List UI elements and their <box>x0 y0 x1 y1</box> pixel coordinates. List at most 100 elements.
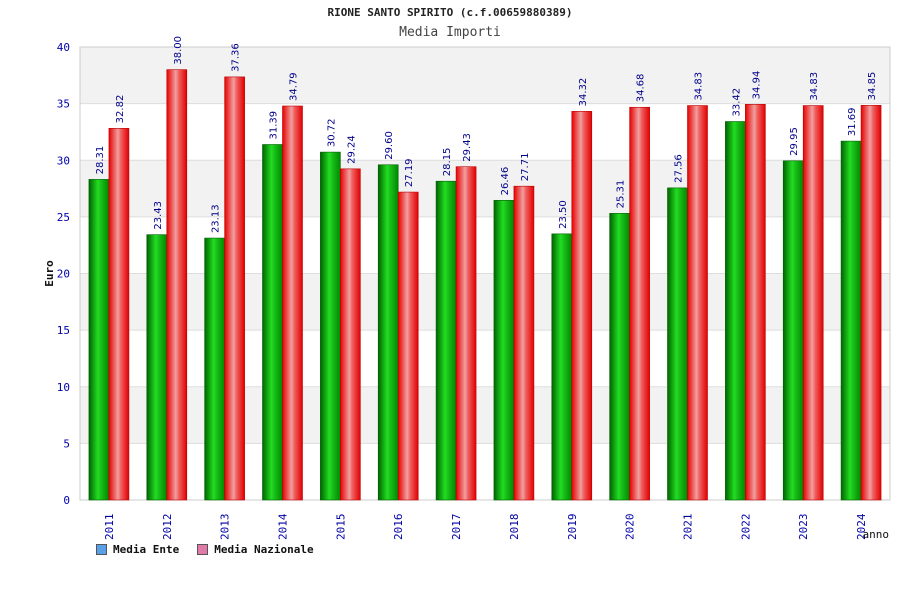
bar-media-nazionale <box>687 105 708 501</box>
bar-media-nazionale <box>513 185 535 501</box>
data-label-media-ente: 29.95 <box>789 127 800 156</box>
data-label-media-nazionale: 38.00 <box>173 36 184 65</box>
data-label-media-ente: 23.13 <box>211 204 222 233</box>
x-tick-label: 2011 <box>103 514 116 541</box>
bar-media-ente <box>435 180 457 501</box>
bar-media-nazionale <box>802 105 824 501</box>
bar-media-nazionale <box>397 191 419 501</box>
data-label-media-nazionale: 34.32 <box>578 78 589 107</box>
x-tick-label: 2015 <box>334 514 347 541</box>
data-label-media-ente: 30.72 <box>326 118 337 147</box>
bar-media-nazionale <box>571 111 593 501</box>
grid-band <box>80 47 890 104</box>
data-label-media-nazionale: 34.68 <box>636 74 647 103</box>
bar-media-nazionale <box>340 168 361 501</box>
data-label-media-nazionale: 34.79 <box>289 72 300 101</box>
bar-media-nazionale <box>166 69 188 501</box>
legend-label-nazionale: Media Nazionale <box>214 543 314 556</box>
data-label-media-nazionale: 34.94 <box>751 71 762 100</box>
data-label-media-ente: 23.43 <box>153 201 164 230</box>
bar-media-ente <box>262 144 283 501</box>
grid-band <box>80 216 890 274</box>
data-label-media-nazionale: 29.24 <box>346 135 357 164</box>
data-label-media-ente: 29.60 <box>384 131 395 160</box>
data-label-media-ente: 26.46 <box>500 167 511 196</box>
bar-media-ente <box>377 164 399 501</box>
data-label-media-ente: 27.56 <box>674 154 685 183</box>
bar-media-nazionale <box>860 105 882 501</box>
grid-bands <box>79 46 891 501</box>
bar-media-ente <box>782 160 804 501</box>
x-tick-label: 2021 <box>682 514 695 541</box>
plot-frame <box>79 46 891 501</box>
bar-media-nazionale <box>745 104 766 501</box>
bar-media-ente <box>840 140 862 501</box>
y-tick-label: 40 <box>57 41 70 54</box>
x-tick-label: 2023 <box>797 514 810 541</box>
bar-media-ente <box>146 234 168 501</box>
x-tick-label: 2024 <box>855 513 868 540</box>
chart-title: RIONE SANTO SPIRITO (c.f.00659880389) <box>327 6 573 19</box>
bar-media-nazionale <box>108 128 130 501</box>
data-label-media-nazionale: 34.83 <box>694 72 705 101</box>
bar-media-ente <box>609 213 630 501</box>
x-tick-label: 2022 <box>739 514 752 541</box>
data-label-media-nazionale: 34.85 <box>867 72 878 101</box>
data-label-media-ente: 28.31 <box>95 146 106 175</box>
bar-media-ente <box>725 121 746 501</box>
chart-subtitle: Media Importi <box>399 25 501 40</box>
grid-band <box>80 273 890 331</box>
x-tick-label: 2012 <box>161 514 174 541</box>
data-label-media-ente: 23.50 <box>558 200 569 229</box>
data-label-media-nazionale: 34.83 <box>809 72 820 101</box>
x-tick-label: 2018 <box>508 514 521 541</box>
x-axis-title: anno <box>863 528 890 541</box>
y-tick-label: 25 <box>57 211 70 224</box>
data-label-media-nazionale: 29.43 <box>462 133 473 162</box>
legend-label-ente: Media Ente <box>113 543 180 556</box>
grid-band <box>80 160 890 217</box>
bar-media-ente <box>551 233 573 501</box>
bar-media-ente <box>320 151 341 501</box>
legend-swatch-ente <box>96 544 107 555</box>
bar-media-ente <box>667 187 688 501</box>
bar-media-nazionale <box>282 105 303 501</box>
data-label-media-nazionale: 32.82 <box>115 95 126 124</box>
x-tick-label: 2019 <box>566 514 579 541</box>
grid-band <box>80 443 890 500</box>
legend-item-ente: Media Ente <box>96 543 179 556</box>
data-label-media-ente: 33.42 <box>731 88 742 117</box>
data-label-media-ente: 31.69 <box>847 107 858 136</box>
x-tick-label: 2017 <box>450 514 463 541</box>
grid-band <box>80 103 890 161</box>
data-label-media-ente: 31.39 <box>269 111 280 140</box>
y-tick-label: 20 <box>57 268 70 281</box>
y-tick-label: 15 <box>57 324 70 337</box>
grid-band <box>80 330 890 387</box>
data-label-media-nazionale: 37.36 <box>231 43 242 72</box>
legend-item-nazionale: Media Nazionale <box>197 543 314 556</box>
x-tick-label: 2016 <box>392 514 405 541</box>
bar-media-ente <box>493 200 515 501</box>
bar-media-nazionale <box>629 106 650 501</box>
data-label-media-nazionale: 27.71 <box>520 153 531 182</box>
y-tick-label: 30 <box>57 154 70 167</box>
x-tick-label: 2014 <box>277 513 290 540</box>
bar-media-ente <box>204 237 225 501</box>
y-tick-label: 5 <box>63 437 70 450</box>
grid-band <box>80 386 890 444</box>
bar-media-nazionale <box>455 166 477 501</box>
y-axis-title: Euro <box>43 260 56 287</box>
bar-media-ente <box>88 179 110 501</box>
legend-swatch-nazionale <box>197 544 209 555</box>
x-tick-label: 2020 <box>624 514 637 541</box>
legend: Media Ente Media Nazionale <box>96 543 314 556</box>
data-label-media-ente: 28.15 <box>442 148 453 177</box>
y-tick-label: 35 <box>57 98 70 111</box>
x-tick-label: 2013 <box>219 514 232 541</box>
x-axis: 2011 2012 2013 2014 2015 2016 2017 2018 2019 2020… <box>103 513 889 541</box>
bar-media-nazionale <box>224 76 245 501</box>
data-label-media-ente: 25.31 <box>616 180 627 209</box>
y-tick-label: 0 <box>63 494 70 507</box>
